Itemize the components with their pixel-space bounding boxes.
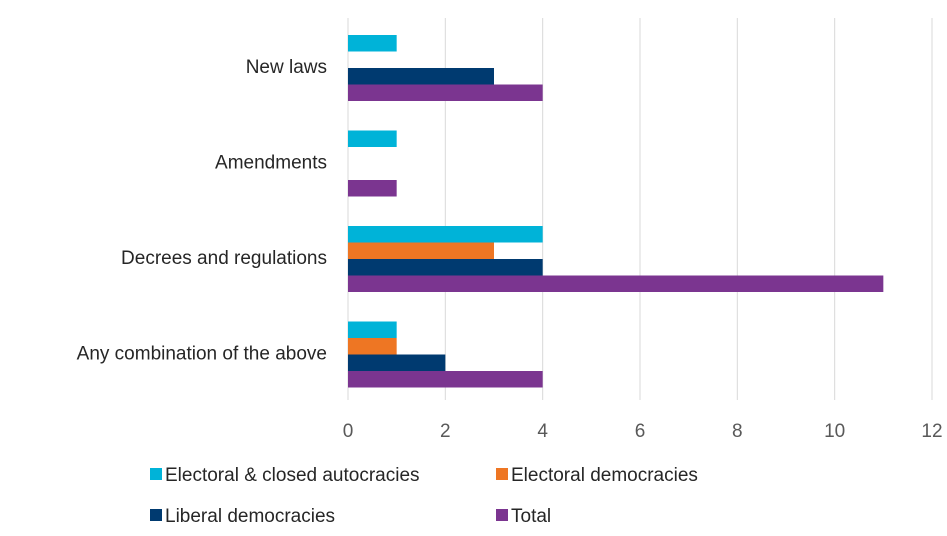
x-tick-label: 8 <box>732 421 743 442</box>
legend-item-electoral-and-closed-autocracies: Electoral & closed autocracies <box>150 465 420 486</box>
legend-label: Liberal democracies <box>165 506 335 527</box>
legend-swatch <box>496 509 508 521</box>
legend-swatch <box>150 468 162 480</box>
legend-label: Electoral & closed autocracies <box>165 465 420 486</box>
legend-label: Total <box>511 506 551 527</box>
x-tick-label: 10 <box>824 421 845 442</box>
bar-liberal-democracies <box>348 68 494 85</box>
bar-total <box>348 275 884 292</box>
bar-electoral-democracies <box>348 338 397 355</box>
category-label: New laws <box>246 57 327 78</box>
x-tick-label: 0 <box>343 421 354 442</box>
legend-item-electoral-democracies: Electoral democracies <box>496 465 698 486</box>
x-tick-label: 12 <box>921 421 942 442</box>
legend-swatch <box>150 509 162 521</box>
category-label: Decrees and regulations <box>121 248 327 269</box>
x-tick-label: 2 <box>440 421 451 442</box>
bar-electoral-and-closed-autocracies <box>348 321 397 338</box>
x-tick-label: 4 <box>537 421 548 442</box>
bar-liberal-democracies <box>348 259 543 276</box>
bar-electoral-and-closed-autocracies <box>348 35 397 52</box>
bar-total <box>348 84 543 101</box>
bar-liberal-democracies <box>348 354 446 371</box>
category-labels: New laws Amendments Decrees and regulation… <box>77 57 327 365</box>
bar-electoral-democracies <box>348 242 494 259</box>
bar-electoral-and-closed-autocracies <box>348 226 543 243</box>
legend-item-liberal-democracies: Liberal democracies <box>150 506 335 527</box>
legend-swatch <box>496 468 508 480</box>
bar-electoral-and-closed-autocracies <box>348 130 397 147</box>
x-tick-label: 6 <box>635 421 646 442</box>
category-label: Amendments <box>215 152 327 173</box>
category-label: Any combination of the above <box>77 343 327 364</box>
legend-item-total: Total <box>496 506 551 527</box>
bar-total <box>348 180 397 197</box>
bar-total <box>348 371 543 388</box>
x-axis-ticks: 0 2 4 6 8 10 12 <box>343 421 943 442</box>
legend: Electoral & closed autocracies Electoral … <box>150 465 698 527</box>
legend-label: Electoral democracies <box>511 465 698 486</box>
bars <box>348 35 884 388</box>
